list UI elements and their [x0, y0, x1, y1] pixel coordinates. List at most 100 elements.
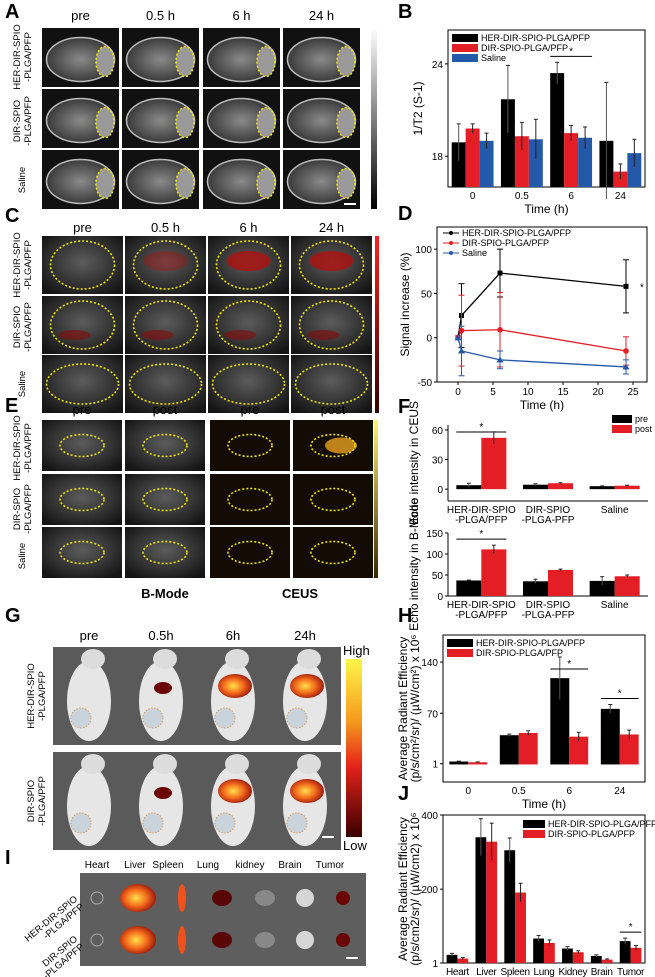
x-tick-label-line: HER-DIR-SPIO: [447, 600, 516, 611]
bar: [614, 485, 640, 490]
scale-bar: [344, 203, 356, 205]
y-tick-label: 1: [432, 760, 438, 771]
legend-label: Saline: [462, 248, 487, 258]
organ-spleen: [178, 884, 186, 912]
mouse-head: [153, 754, 177, 774]
tumor-roi-ellipse: [294, 363, 369, 405]
mouse: [139, 754, 183, 846]
tumor-roi-ellipse: [256, 167, 276, 200]
bar: [515, 892, 526, 963]
bar: [457, 958, 469, 963]
panel-c-row-label: DIR-SPIO-PLGA/PFP: [12, 302, 34, 352]
row-label-line: -PLGA/PFP: [23, 302, 34, 352]
ceus-image: [210, 527, 290, 578]
x-tick-label-line: Heart: [446, 967, 469, 977]
x-tick-label: HER-DIR-SPIO -PLGA/PFP: [447, 600, 516, 621]
x-tick-label-line: DIR-SPIO: [526, 505, 571, 516]
significance-star: *: [629, 922, 633, 933]
mouse: [211, 649, 255, 741]
panel-label-E: E: [5, 395, 18, 417]
legend-label: HER-DIR-SPIO-PLGA/PFP: [481, 33, 590, 43]
x-tick-label: 25: [627, 387, 639, 398]
y-axis-label-line: (p/s/cm2/sr)/ (µW/cm2) x 10⁶: [408, 812, 422, 965]
tumor-roi: [142, 707, 164, 729]
tumor-roi-ellipse: [59, 540, 105, 565]
series-line: [457, 329, 627, 352]
y-axis-label-line: Signal increase (%): [398, 252, 412, 356]
mouse: [67, 649, 111, 741]
bar: [465, 128, 480, 187]
x-tick-label-line: 0.5: [512, 786, 526, 797]
data-point: [623, 348, 629, 354]
tumor-roi-ellipse: [132, 300, 199, 350]
row-label-line: HER-DIR-SPIO: [12, 232, 23, 297]
tumor-roi-ellipse: [211, 363, 286, 405]
tumor-roi-ellipse: [310, 433, 356, 458]
x-tick-label-line: 6: [568, 191, 574, 202]
bar: [569, 736, 589, 765]
x-tick-label: 20: [592, 387, 604, 398]
scale-bar: [346, 957, 358, 959]
x-tick-label: 10: [522, 387, 534, 398]
series-line: [457, 272, 627, 338]
image-background: [42, 474, 122, 525]
organ-kidney: [255, 932, 275, 948]
tumor-roi-ellipse: [175, 45, 195, 78]
x-tick-label-line: 0: [470, 191, 476, 202]
mouse-head: [225, 754, 249, 774]
mri-image: [203, 150, 280, 209]
bar: [481, 437, 507, 490]
legend-marker: [449, 241, 453, 245]
x-tick-label: 0.5: [512, 786, 526, 797]
liver-signal: [218, 674, 252, 698]
y-axis-label-line: Echo intensity in CEUS: [407, 401, 421, 525]
legend-swatch: [523, 830, 545, 838]
panel-label-F: F: [398, 396, 410, 418]
row-label-line: -PLGA/PFP: [37, 776, 48, 826]
legend-label: pre: [635, 414, 648, 424]
chart-D: -50 0 50 100 0 5 10 15 20 25 HER-DIR-SPIO-PLGA/PFP…: [398, 226, 648, 412]
legend-swatch: [452, 54, 478, 62]
x-tick-label-line: HER-DIR-SPIO: [447, 505, 516, 516]
x-tick-label: 5: [490, 387, 496, 398]
x-tick-label: Saline: [601, 600, 629, 611]
bar: [518, 733, 538, 765]
x-tick-label-line: -PLGA/PFP: [455, 515, 508, 526]
mouse-body: [139, 766, 183, 846]
bmode-image: [42, 420, 122, 471]
colorbar-high-label: High: [343, 643, 370, 658]
panel-i-col-header: Tumor: [316, 860, 345, 871]
legend-label: HER-DIR-SPIO-PLGA/PFP: [462, 228, 571, 238]
legend-swatch: [452, 44, 478, 52]
panel-g-col-header: pre: [80, 628, 99, 643]
legend-label: DIR-SPIO-PLGA/PFP: [481, 43, 568, 53]
tumor-roi-ellipse: [95, 106, 115, 139]
y-tick-label: 0: [437, 485, 443, 496]
panel-a-row-label: DIR-SPIO-PLGA/PFP: [12, 96, 34, 146]
bar: [499, 735, 519, 765]
panel-i-col-header: kidney: [236, 860, 265, 871]
tumor-roi-ellipse: [49, 300, 116, 350]
bar: [589, 580, 615, 596]
panel-g-row-label: DIR-SPIO-PLGA/PFP: [26, 776, 48, 826]
image-background: [210, 527, 290, 578]
x-tick-label-line: Lung: [533, 967, 554, 977]
liver-signal: [290, 674, 324, 698]
tumor-roi-ellipse: [336, 167, 356, 200]
ultrasound-image: [42, 355, 123, 413]
tumor-roi-ellipse: [227, 540, 273, 565]
bar: [449, 761, 469, 765]
x-tick-label: 6: [568, 191, 574, 202]
y-axis-label-line: 1/T2 (S-1): [411, 81, 425, 135]
x-tick-label: 6: [566, 786, 572, 797]
x-tick-label-line: 6: [566, 786, 572, 797]
mri-image: [122, 28, 199, 87]
y-axis-label: Average Radiant Efficiency(p/s/cm2/sr)/ …: [396, 812, 422, 965]
panel-c-row-label: HER-DIR-SPIO-PLGA/PFP: [12, 232, 34, 297]
row-label-line: HER-DIR-SPIO: [12, 24, 23, 89]
panel-e-row-label: DIR-SPIO-PLGA/PFP: [12, 484, 34, 534]
tumor-roi-ellipse: [336, 45, 356, 78]
x-tick-label: DIR-SPIO -PLGA-PFP: [522, 600, 575, 621]
bar: [479, 140, 494, 187]
